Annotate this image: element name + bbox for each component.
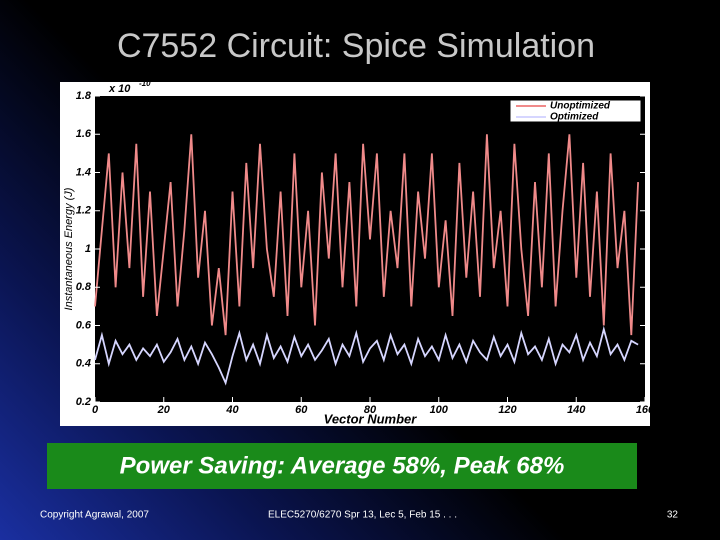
- y-tick-label: 1.6: [76, 128, 92, 140]
- x-tick-label: 40: [225, 404, 239, 416]
- y-tick-label: 1.8: [76, 90, 92, 102]
- series-line: [94, 134, 639, 336]
- x-tick-label: 160: [636, 404, 655, 416]
- y-axis-label: Instantaneous Energy (J): [63, 187, 75, 310]
- x-tick-label: 120: [498, 404, 517, 416]
- footer-left: Copyright Agrawal, 2007: [40, 510, 149, 521]
- y-tick-label: 0.2: [76, 396, 91, 408]
- x-tick-label: 60: [295, 404, 308, 416]
- page-number: 32: [667, 510, 679, 521]
- x-tick-label: 140: [567, 404, 586, 416]
- banner-text: Power Saving: Average 58%, Peak 68%: [120, 452, 565, 479]
- footer-center: ELEC5270/6270 Spr 13, Lec 5, Feb 15 . . …: [268, 510, 457, 521]
- series-line: [94, 325, 639, 386]
- x-tick-label: 20: [157, 404, 171, 416]
- y-tick-label: 1.2: [76, 205, 91, 217]
- legend-label: Unoptimized: [550, 101, 611, 112]
- x-tick-label: 80: [364, 404, 377, 416]
- legend-label: Optimized: [550, 112, 599, 123]
- multiplier-exp: -10: [139, 79, 151, 88]
- x-axis-label: Vector Number: [324, 411, 418, 426]
- y-tick-label: 0.6: [76, 319, 92, 331]
- multiplier: x 10: [108, 83, 131, 95]
- x-tick-label: 0: [92, 404, 99, 416]
- y-tick-label: 0.4: [76, 358, 91, 370]
- y-tick-label: 1: [85, 243, 91, 255]
- slide-title: C7552 Circuit: Spice Simulation: [117, 27, 595, 65]
- banner: [47, 443, 637, 489]
- plot-area: [95, 96, 645, 402]
- y-tick-label: 0.8: [76, 281, 92, 293]
- y-tick-label: 1.4: [76, 166, 91, 178]
- x-tick-label: 100: [430, 404, 449, 416]
